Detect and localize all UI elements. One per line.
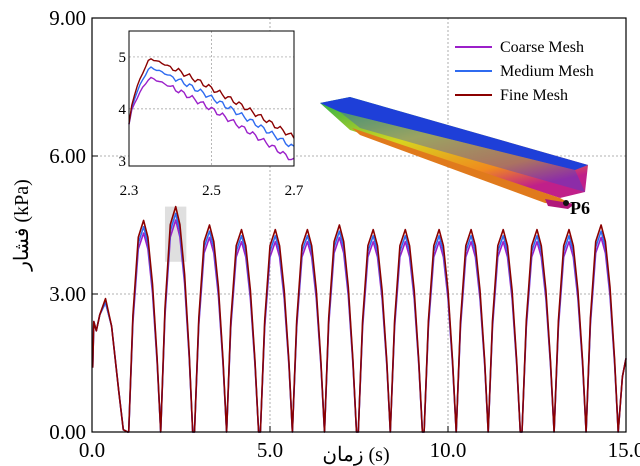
x-tick-label-1: 5.0 — [257, 438, 283, 462]
inset-grid — [129, 31, 294, 166]
x-tick-label-0: 0.0 — [79, 438, 105, 462]
legend-label-1: Medium Mesh — [500, 63, 594, 80]
inset-y-tick-label-0: 3 — [119, 154, 127, 170]
inset-y-tick-label-2: 5 — [119, 50, 127, 66]
inset-x-tick-label-2: 2.7 — [285, 183, 304, 199]
inset-frame — [128, 30, 295, 167]
p6-marker — [563, 200, 569, 206]
annotation-p6: P6 — [570, 198, 590, 218]
x-tick-label-2: 10.0 — [430, 438, 467, 462]
x-axis-title: زمان (s) — [322, 444, 389, 466]
inset-ticks: 2.3 2.5 2.7 3 4 5 — [119, 50, 304, 199]
y-tick-label-2: 6.00 — [49, 144, 86, 168]
y-axis-title: فشار (kPa) — [11, 179, 33, 271]
legend: Coarse Mesh Medium Mesh Fine Mesh — [455, 39, 594, 104]
inset-x-tick-label-0: 2.3 — [120, 183, 139, 199]
legend-label-0: Coarse Mesh — [500, 39, 584, 56]
inset-series-layer — [128, 57, 295, 161]
y-tick-label-0: 0.00 — [49, 420, 86, 444]
inset-x-tick-label-1: 2.5 — [202, 183, 221, 199]
plot-frame — [91, 17, 627, 433]
y-tick-label-3: 9.00 — [49, 6, 86, 30]
x-tick-label-3: 15.0 — [608, 438, 640, 462]
legend-label-2: Fine Mesh — [500, 87, 568, 104]
inset-series-line-fine-mesh — [128, 57, 295, 139]
y-tick-label-1: 3.00 — [49, 282, 86, 306]
inset-series-line-coarse-mesh — [128, 76, 295, 161]
ship-hull-illustration — [320, 97, 588, 209]
axis-ticks: 0.0 5.0 10.0 15.0 0.00 3.00 6.00 9.00 — [49, 6, 640, 462]
inset-y-tick-label-1: 4 — [119, 102, 127, 118]
inset-series-line-medium-mesh — [128, 66, 295, 148]
inset-plot: 2.3 2.5 2.7 3 4 5 — [119, 30, 304, 199]
